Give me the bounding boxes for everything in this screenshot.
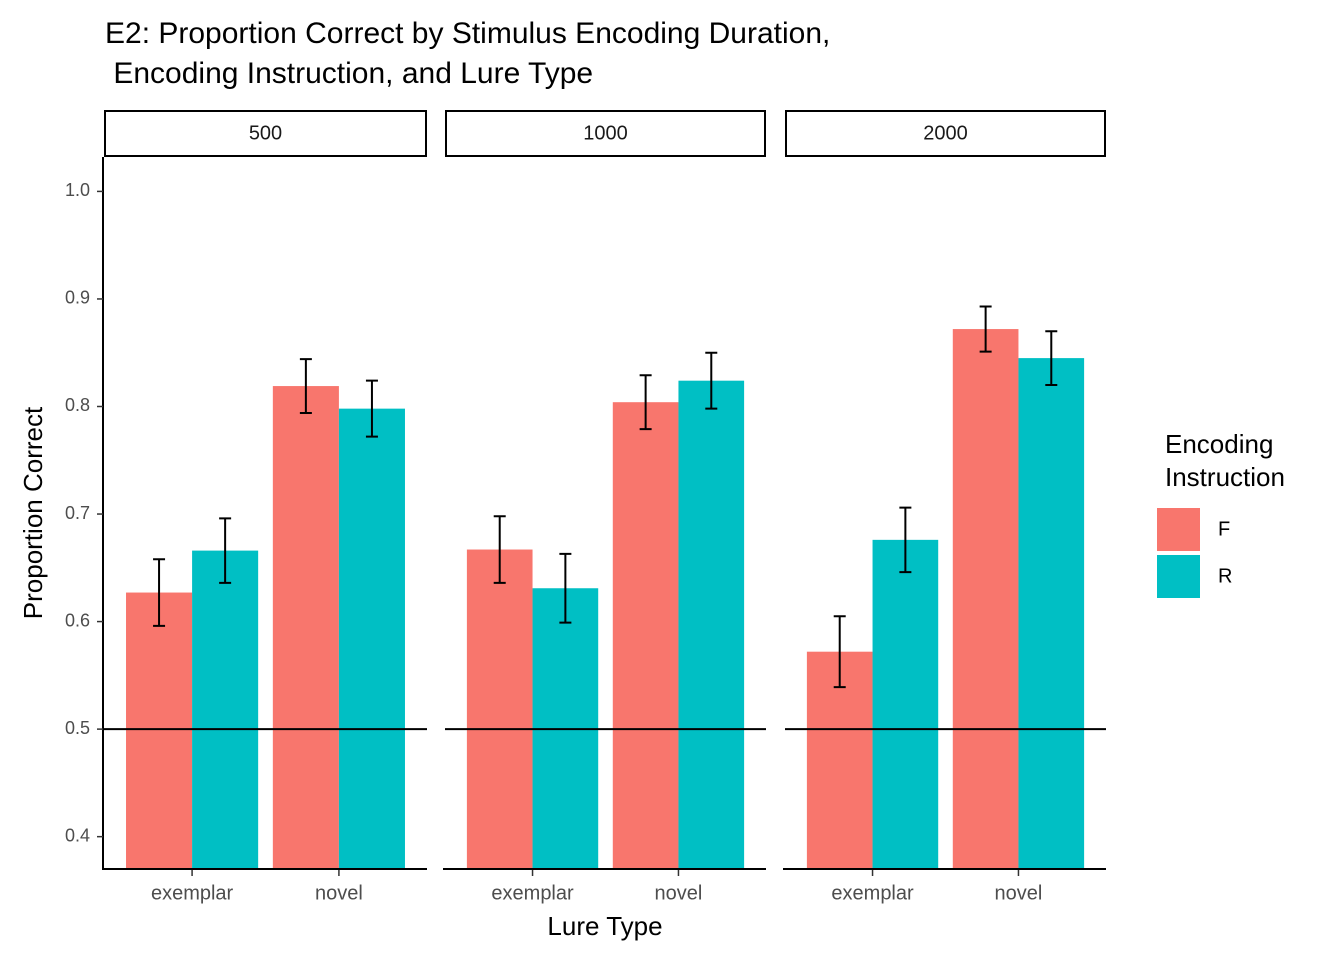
bar [872,539,939,870]
error-bar [639,374,652,431]
bar [466,549,533,870]
x-tick-label: exemplar [491,882,574,904]
y-tick-label: 1.0 [65,180,90,200]
error-bar [559,552,572,624]
chart-title: E2: Proportion Correct by Stimulus Encod… [105,17,831,90]
error-bar [493,515,506,584]
bar [612,402,679,870]
facet-strip [104,110,427,157]
facet-label: 500 [249,122,282,144]
bar [1018,358,1085,870]
x-axis-title: Lure Type [547,911,662,941]
facet-strip [785,110,1106,157]
y-axis-title: Proportion Correct [18,406,48,619]
x-tick-label: novel [315,882,363,904]
y-tick-label: 0.9 [65,288,90,308]
error-bar [899,506,912,574]
error-bar [365,379,378,438]
error-bar [219,517,232,584]
x-tick-label: exemplar [151,882,234,904]
bar [338,408,405,870]
facet-label: 2000 [923,122,968,144]
y-tick-label: 0.5 [65,718,90,738]
error-bar [153,558,166,627]
legend-label: R [1218,565,1232,587]
x-tick-label: novel [655,882,703,904]
bar [126,592,193,870]
legend-title: Encoding Instruction [1165,429,1285,492]
legend-key [1157,508,1200,551]
bar [678,380,745,870]
error-bar [299,358,312,414]
error-bar [833,615,846,689]
y-tick-label: 0.7 [65,503,90,523]
bar [192,550,259,870]
bar [952,329,1019,870]
error-bar [1045,330,1058,386]
y-tick-label: 0.6 [65,610,90,630]
x-tick-label: exemplar [831,882,914,904]
y-tick-label: 0.8 [65,395,90,415]
bar [272,386,339,870]
error-bar [979,305,992,353]
legend-label: F [1218,518,1230,540]
facet-strip [445,110,766,157]
legend-key [1157,555,1200,598]
x-tick-label: novel [995,882,1043,904]
facet-label: 1000 [583,122,628,144]
y-tick-label: 0.4 [65,825,90,845]
error-bar [705,351,718,410]
